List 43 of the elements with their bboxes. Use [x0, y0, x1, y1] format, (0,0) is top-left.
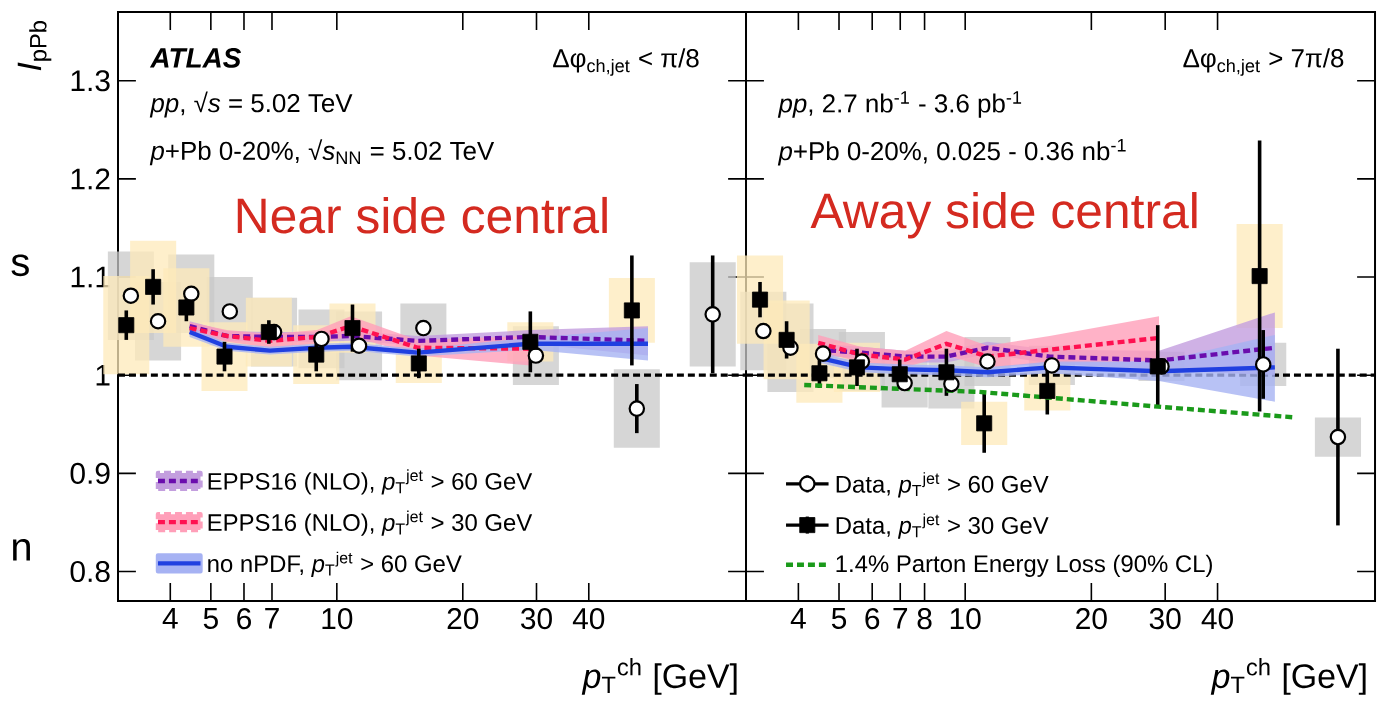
- x-tick-label: 8: [917, 608, 932, 630]
- x-tick-label: 7: [893, 608, 908, 629]
- y-tick-label: 1.3: [71, 70, 110, 92]
- x-tick-label: 6: [237, 608, 251, 630]
- x-tick-label: 10: [322, 608, 353, 630]
- y-tick-label: 0.9: [70, 462, 110, 484]
- x-tick-label: 10: [950, 608, 981, 630]
- y-tick-label: 1.2: [71, 168, 110, 190]
- annotation: Δφ$_{ch,jet}$ > 7π/8: [1183, 48, 1344, 76]
- annotation: pp, √s = 5.02 TeV: [149, 91, 353, 118]
- x-tick-label: 4: [162, 608, 178, 629]
- legend-label: EPPS16 (NLO), p$_{T}$$^{jet}$ > 30 GeV: [208, 510, 533, 536]
- x-tick-label: 7: [265, 608, 279, 629]
- x-tick-label: 30: [1149, 608, 1181, 630]
- x-tick-label: 30: [521, 608, 552, 630]
- legend-label: 1.4% Parton Energy Loss (90% CL): [836, 554, 1212, 577]
- x-tick-label: 5: [831, 608, 847, 629]
- legend-label: no nPDF, p$_{T}$$^{jet}$ > 60 GeV: [208, 551, 462, 577]
- x-axis-title: p$_{T}$$^{ch}$ [GeV]: [581, 658, 737, 695]
- annotation: ATLAS: [149, 48, 242, 68]
- x-tick-label: 5: [203, 608, 218, 629]
- y-tick-label: 1.1: [71, 266, 110, 288]
- legend-label: Data, p$_{T}$$^{jet}$ > 60 GeV: [836, 472, 1049, 498]
- x-tick-label: 6: [865, 608, 880, 630]
- x-tick-label: 20: [1076, 608, 1107, 630]
- x-tick-label: 40: [1201, 608, 1233, 630]
- x-tick-label: 4: [790, 608, 806, 629]
- text: n: [13, 539, 30, 561]
- y-axis-title: I$_{pPb}$: [17, 21, 52, 71]
- annotation: Near side central: [237, 196, 607, 234]
- x-tick-label: 20: [447, 608, 479, 630]
- y-tick-label: 0.8: [70, 560, 110, 583]
- legend-label: Data, p$_{T}$$^{jet}$ > 30 GeV: [836, 513, 1049, 539]
- x-tick-label: 40: [572, 608, 605, 630]
- legend-label: EPPS16 (NLO), p$_{T}$$^{jet}$ > 60 GeV: [208, 469, 533, 495]
- x-axis-title: p$_{T}$$^{ch}$ [GeV]: [1210, 658, 1366, 695]
- y-tick-label: 1: [96, 364, 110, 386]
- annotation: p+Pb 0-20%, 0.025 - 0.36 nb$^{-1}$: [777, 138, 1126, 166]
- annotation: Away side central: [810, 192, 1197, 239]
- annotation: Δφ$_{ch,jet}$ < π/8: [553, 48, 699, 76]
- text: s: [11, 254, 29, 277]
- annotation: p+Pb 0-20%, √s$_{NN}$ = 5.02 TeV: [149, 139, 495, 166]
- annotation: pp, 2.7 nb$^{-1}$ - 3.6 pb$^{-1}$: [777, 91, 1022, 118]
